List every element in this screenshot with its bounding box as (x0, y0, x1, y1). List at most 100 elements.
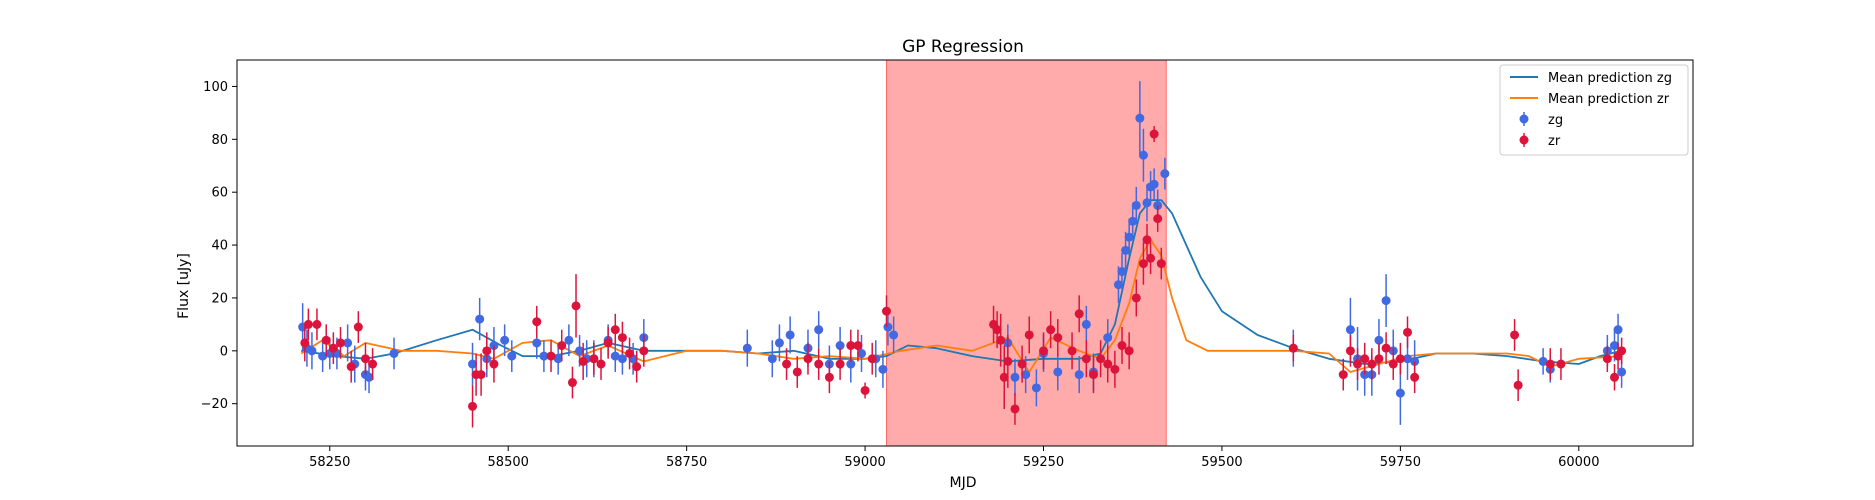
data-point (835, 359, 845, 369)
data-point (312, 319, 322, 329)
data-point (389, 348, 399, 358)
data-point (1074, 309, 1084, 319)
data-point (321, 335, 331, 345)
data-point (1024, 330, 1034, 340)
series-points-zr (300, 126, 1627, 428)
legend-box (1499, 64, 1689, 156)
data-point (610, 351, 620, 361)
data-point (532, 317, 542, 327)
x-tick-label: 60000 (1558, 455, 1599, 470)
x-tick-label: 59750 (1380, 455, 1421, 470)
data-point (575, 346, 585, 356)
data-point (867, 354, 877, 364)
axes-frame (236, 59, 1694, 447)
data-point (1053, 333, 1063, 343)
data-point (853, 341, 863, 351)
data-point (1088, 370, 1098, 380)
data-point (360, 354, 370, 364)
data-point (335, 338, 345, 348)
y-tick-label: 40 (211, 239, 228, 254)
data-point (1510, 330, 1520, 340)
data-point (1538, 356, 1548, 366)
data-point (482, 346, 492, 356)
data-point (835, 341, 845, 351)
data-point (996, 335, 1006, 345)
data-point (1142, 198, 1152, 208)
legend-swatch-marker (1519, 135, 1529, 145)
y-tick-label: −20 (201, 397, 228, 412)
data-point (1017, 359, 1027, 369)
data-point (603, 338, 613, 348)
data-point (1121, 245, 1131, 255)
legend: Mean prediction zg Mean prediction zr zg zr (1499, 64, 1689, 156)
data-point (1556, 359, 1566, 369)
data-point (617, 333, 627, 343)
x-tick-label: 58750 (666, 455, 707, 470)
data-point (1124, 346, 1134, 356)
data-point (1131, 200, 1141, 210)
data-point (1374, 354, 1384, 364)
data-point (792, 367, 802, 377)
legend-label: Mean prediction zr (1548, 92, 1670, 107)
data-point (1003, 356, 1013, 366)
data-point (1410, 372, 1420, 382)
data-point (1138, 259, 1148, 269)
data-point (1381, 296, 1391, 306)
data-point (303, 319, 313, 329)
data-point (468, 401, 478, 411)
data-point (1146, 253, 1156, 263)
data-point (1617, 346, 1627, 356)
data-point (307, 346, 317, 356)
data-point (1081, 319, 1091, 329)
data-point (1128, 216, 1138, 226)
data-point (1388, 359, 1398, 369)
data-point (632, 362, 642, 372)
plot-content (298, 60, 1627, 446)
y-tick-label: 20 (211, 291, 228, 306)
data-point (578, 356, 588, 366)
y-tick-label: 80 (211, 133, 228, 148)
data-point (567, 378, 577, 388)
data-point (999, 372, 1009, 382)
data-point (489, 359, 499, 369)
data-point (353, 322, 363, 332)
data-point (610, 325, 620, 335)
data-point (539, 351, 549, 361)
data-point (1395, 354, 1405, 364)
data-point (300, 338, 310, 348)
data-point (742, 343, 752, 353)
data-point (1096, 354, 1106, 364)
data-point (1113, 280, 1123, 290)
data-point (468, 359, 478, 369)
data-point (1345, 346, 1355, 356)
data-point (1010, 372, 1020, 382)
y-tick-label: 60 (211, 186, 228, 201)
data-point (1609, 341, 1619, 351)
data-point (824, 372, 834, 382)
data-point (1609, 372, 1619, 382)
x-tick-label: 58250 (309, 455, 350, 470)
data-point (1156, 259, 1166, 269)
data-point (507, 351, 517, 361)
data-point (1545, 359, 1555, 369)
data-point (1153, 214, 1163, 224)
y-axis-label: Flux [uJy] (176, 253, 192, 319)
data-point (785, 330, 795, 340)
data-point (1149, 179, 1159, 189)
data-point (1602, 354, 1612, 364)
data-point (1074, 370, 1084, 380)
data-point (1367, 359, 1377, 369)
data-point (639, 346, 649, 356)
data-point (1031, 383, 1041, 393)
x-tick-label: 59250 (1023, 455, 1064, 470)
data-point (1360, 354, 1370, 364)
data-point (1381, 343, 1391, 353)
data-point (1103, 359, 1113, 369)
data-point (767, 354, 777, 364)
data-point (846, 341, 856, 351)
data-point (1131, 293, 1141, 303)
data-point (1053, 367, 1063, 377)
data-point (1039, 346, 1049, 356)
data-point (1288, 343, 1298, 353)
data-point (571, 301, 581, 311)
